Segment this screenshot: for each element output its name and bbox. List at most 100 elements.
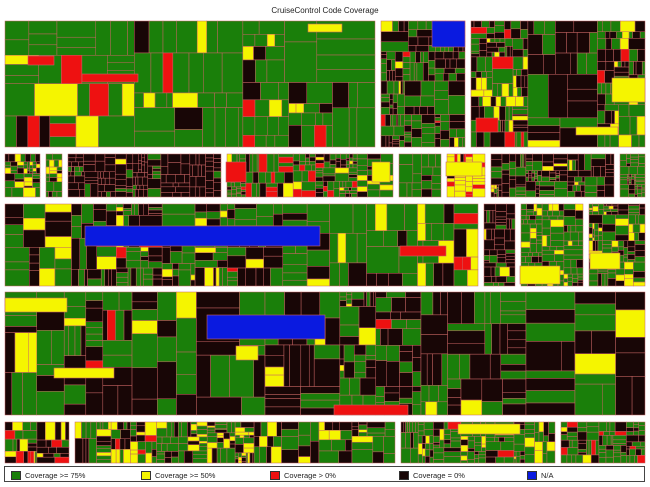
- coverage-cell: [597, 270, 609, 274]
- coverage-cell: [100, 171, 104, 179]
- coverage-cell: [434, 122, 441, 127]
- coverage-cell: [56, 191, 63, 198]
- coverage-cell: [322, 112, 333, 126]
- coverage-cell: [265, 182, 278, 188]
- coverage-cell: [167, 162, 182, 175]
- coverage-cell: [184, 174, 191, 184]
- diagram-title: CruiseControl Code Coverage: [271, 6, 379, 15]
- coverage-cell: [501, 163, 510, 171]
- coverage-cell: [570, 225, 577, 233]
- coverage-cell: [365, 355, 377, 361]
- coverage-cell: [615, 337, 646, 354]
- highlighted-class: [431, 20, 466, 48]
- coverage-cell: [605, 456, 614, 464]
- coverage-cell: [525, 256, 532, 263]
- coverage-cell: [125, 163, 134, 171]
- coverage-cell: [404, 203, 418, 231]
- coverage-cell: [504, 131, 516, 148]
- coverage-cell: [292, 181, 302, 190]
- coverage-cell: [588, 227, 593, 235]
- coverage-cell: [431, 183, 442, 190]
- coverage-cell: [48, 446, 57, 454]
- coverage-cell: [567, 225, 572, 233]
- coverage-cell: [424, 443, 431, 451]
- coverage-cell: [405, 432, 411, 449]
- coverage-cell: [131, 320, 158, 334]
- coverage-cell: [143, 273, 154, 280]
- coverage-cell: [322, 173, 336, 177]
- coverage-cell: [550, 240, 565, 247]
- highlighted-class: [225, 161, 247, 183]
- coverage-cell: [626, 427, 634, 432]
- coverage-cell: [403, 20, 409, 32]
- coverage-cell: [389, 107, 394, 115]
- coverage-cell: [591, 330, 616, 354]
- coverage-cell: [610, 208, 619, 212]
- coverage-cell: [151, 449, 157, 457]
- coverage-cell: [576, 267, 584, 275]
- coverage-cell: [151, 456, 157, 464]
- coverage-cell: [270, 446, 282, 464]
- coverage-cell: [174, 107, 203, 130]
- coverage-cell: [588, 211, 593, 216]
- coverage-cell: [598, 445, 607, 450]
- coverage-cell: [51, 439, 63, 448]
- coverage-cell: [4, 164, 12, 169]
- coverage-cell: [212, 252, 228, 261]
- coverage-cell: [498, 190, 503, 198]
- coverage-cell: [563, 278, 569, 283]
- coverage-cell: [626, 441, 633, 447]
- coverage-cell: [120, 429, 131, 440]
- coverage-cell: [525, 309, 576, 324]
- coverage-cell: [535, 181, 540, 186]
- coverage-cell: [520, 252, 529, 257]
- coverage-cell: [300, 344, 310, 387]
- coverage-cell: [83, 153, 96, 162]
- coverage-cell: [490, 171, 503, 179]
- coverage-cell: [295, 103, 305, 114]
- coverage-cell: [496, 187, 499, 191]
- coverage-cell: [516, 87, 522, 97]
- coverage-cell: [152, 174, 162, 179]
- coverage-cell: [254, 34, 268, 47]
- coverage-cell: [526, 203, 534, 210]
- coverage-cell: [278, 153, 294, 158]
- coverage-cell: [352, 161, 358, 165]
- coverage-cell: [384, 421, 396, 431]
- coverage-cell: [527, 125, 561, 133]
- coverage-cell: [181, 252, 196, 264]
- coverage-cell: [122, 208, 132, 211]
- coverage-cell: [612, 439, 627, 444]
- coverage-cell: [412, 173, 422, 184]
- coverage-cell: [85, 421, 92, 439]
- coverage-cell: [619, 174, 628, 178]
- coverage-cell: [148, 261, 163, 269]
- coverage-cell: [345, 158, 350, 162]
- coverage-cell: [178, 436, 189, 444]
- coverage-cell: [512, 119, 529, 126]
- coverage-cell: [216, 437, 224, 443]
- coverage-cell: [536, 242, 543, 253]
- coverage-cell: [440, 121, 450, 131]
- coverage-cell: [380, 51, 387, 55]
- coverage-cell: [602, 214, 616, 225]
- coverage-cell: [628, 232, 635, 241]
- coverage-cell: [498, 282, 505, 287]
- coverage-cell: [470, 43, 480, 52]
- coverage-cell: [303, 103, 320, 114]
- coverage-cell: [392, 108, 398, 115]
- coverage-cell: [383, 453, 396, 464]
- coverage-cell: [190, 430, 198, 435]
- coverage-cell: [490, 159, 503, 168]
- coverage-cell: [436, 401, 448, 416]
- coverage-cell: [319, 291, 341, 319]
- coverage-cell: [483, 228, 487, 241]
- coverage-cell: [542, 441, 548, 454]
- coverage-cell: [315, 163, 325, 169]
- coverage-cell: [563, 225, 568, 233]
- coverage-cell: [536, 239, 543, 244]
- coverage-cell: [281, 436, 299, 450]
- coverage-cell: [495, 96, 502, 107]
- coverage-cell: [588, 273, 599, 282]
- coverage-cell: [592, 228, 595, 236]
